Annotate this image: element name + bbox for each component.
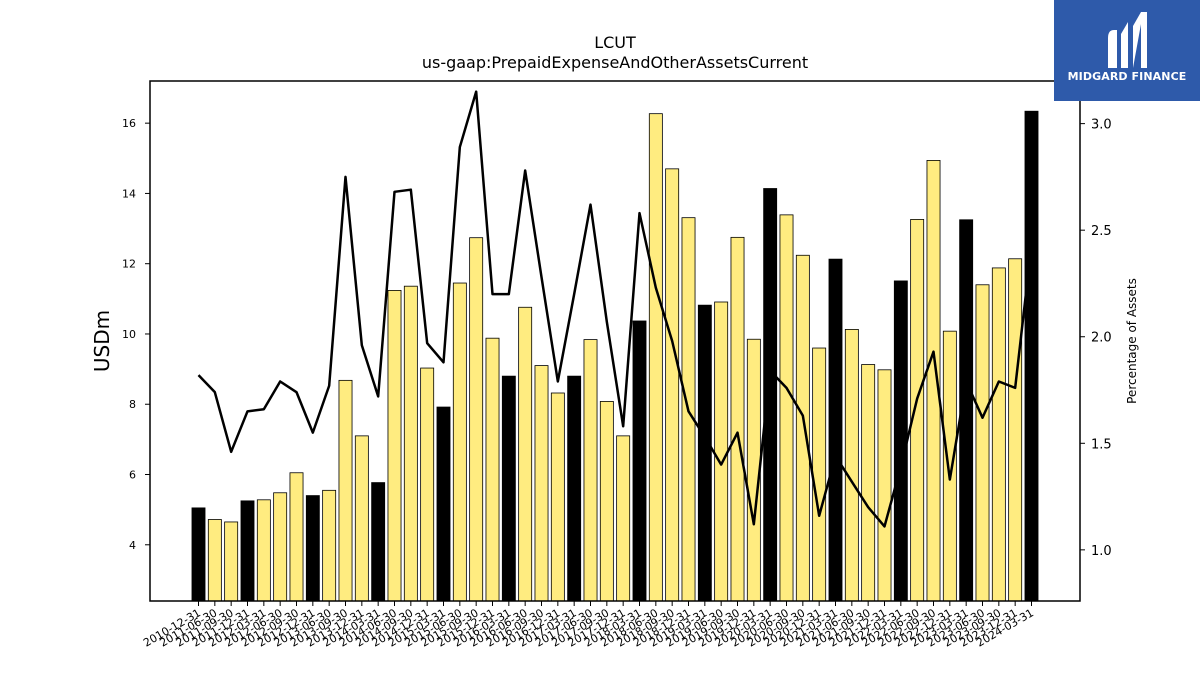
y-axis-label: USDm (90, 310, 114, 372)
bar (354, 435, 369, 602)
bar (207, 519, 222, 602)
y2-tick-label: 2.0 (1091, 331, 1112, 346)
bar (1008, 258, 1023, 602)
bar (697, 304, 712, 602)
y-tick-label: 10 (122, 328, 136, 341)
y-tick-label: 8 (129, 398, 136, 411)
bar (877, 369, 892, 602)
bar (322, 489, 337, 602)
bar (616, 435, 631, 602)
bar (812, 347, 827, 602)
bar (599, 401, 614, 602)
bar (893, 280, 908, 602)
bar (583, 339, 598, 602)
bar (485, 337, 500, 602)
y2-tick-label: 3.0 (1091, 118, 1112, 133)
bar (861, 364, 876, 602)
plot-frame (149, 80, 1081, 602)
x-axis: 2010-12-312011-06-302011-09-302011-12-31… (141, 601, 1036, 650)
brand-logo: MIDGARD FINANCE (1054, 0, 1200, 101)
line-series (197, 90, 1033, 528)
bar (730, 236, 745, 602)
pct-assets-line (197, 90, 1033, 528)
bar (289, 472, 304, 602)
bar (1024, 110, 1039, 602)
bar (828, 258, 843, 602)
bar (256, 499, 271, 602)
bar (436, 406, 451, 602)
bar (910, 219, 925, 602)
bar (991, 267, 1006, 602)
bar (240, 500, 255, 602)
bar (224, 521, 239, 602)
bar (305, 495, 320, 602)
y-tick-label: 12 (122, 258, 136, 271)
bar (632, 320, 647, 602)
left-axis: 4 6 8 10 12 14 16 (122, 117, 150, 552)
y2-axis-label: Percentage of Assets (1125, 278, 1139, 404)
y2-tick-label: 1.0 (1091, 544, 1112, 559)
bar (714, 301, 729, 602)
bar (975, 284, 990, 602)
bar (501, 375, 516, 602)
bar (567, 375, 582, 602)
bar (403, 285, 418, 602)
bar (387, 290, 402, 602)
bar (648, 113, 663, 602)
y-tick-label: 16 (122, 117, 136, 130)
bar (795, 254, 810, 602)
bar (469, 237, 484, 602)
bar (338, 379, 353, 602)
y2-tick-label: 1.5 (1091, 437, 1112, 452)
chart-title: LCUT (594, 33, 636, 52)
bar (518, 306, 533, 602)
right-axis: 1.0 1.5 2.0 2.5 3.0 (1080, 118, 1112, 559)
brand-name: MIDGARD FINANCE (1067, 70, 1187, 83)
bar (550, 392, 565, 602)
bar (452, 282, 467, 602)
brand-mark-icon (1108, 12, 1147, 68)
y2-tick-label: 2.5 (1091, 224, 1112, 239)
bar (844, 329, 859, 602)
bar (665, 168, 680, 602)
y-tick-label: 6 (129, 469, 136, 482)
bar (420, 367, 435, 602)
bar (534, 365, 549, 602)
bar (191, 507, 206, 602)
bar-series (191, 110, 1039, 602)
bar (763, 188, 778, 602)
bar (371, 482, 386, 602)
bar (779, 214, 794, 602)
bar (273, 492, 288, 602)
bar (942, 330, 957, 602)
chart-subtitle: us-gaap:PrepaidExpenseAndOtherAssetsCurr… (422, 53, 808, 72)
y-tick-label: 14 (122, 187, 136, 200)
y-tick-label: 4 (129, 539, 136, 552)
